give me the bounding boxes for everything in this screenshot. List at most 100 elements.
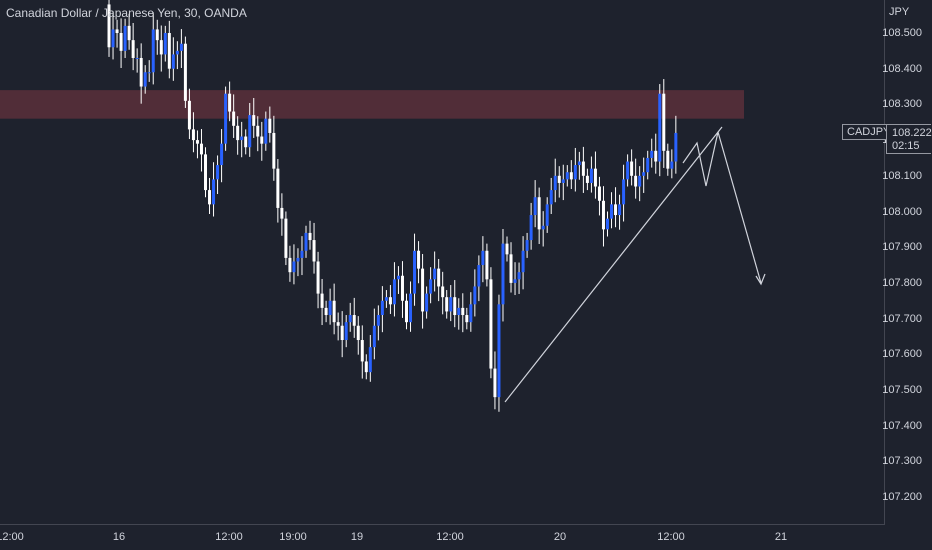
candle — [175, 41, 179, 70]
candle-body — [618, 204, 622, 216]
candle-body — [208, 190, 212, 205]
candle — [557, 166, 561, 198]
time-tick-label: 19 — [350, 531, 364, 543]
candle — [589, 156, 593, 193]
candle-body — [573, 165, 577, 180]
candle — [445, 290, 449, 319]
candle — [501, 228, 505, 322]
candle — [199, 129, 203, 172]
candle — [187, 88, 191, 140]
candle — [577, 151, 581, 180]
candle-body — [465, 315, 469, 323]
candle — [513, 262, 517, 296]
candle — [569, 160, 573, 190]
candle-body — [521, 250, 525, 273]
candle-body — [497, 304, 501, 398]
candle — [244, 129, 248, 155]
candle-body — [577, 161, 581, 166]
candle — [151, 12, 155, 85]
candle-body — [328, 300, 332, 316]
candle — [650, 138, 654, 168]
candle — [155, 19, 159, 55]
candle-body — [473, 286, 477, 305]
candle-body — [396, 275, 400, 280]
candle-body — [654, 150, 658, 162]
candle — [425, 286, 429, 319]
candle-body — [127, 25, 131, 41]
candle-body — [537, 197, 541, 230]
candle-body — [457, 307, 461, 316]
candle — [614, 187, 618, 228]
candle — [561, 164, 565, 201]
candle-body — [541, 225, 545, 230]
candle — [670, 149, 674, 179]
candle — [433, 251, 437, 292]
candle — [634, 158, 638, 199]
candle — [533, 180, 537, 228]
candle — [292, 244, 296, 285]
current-price: 108.222 — [892, 127, 932, 139]
candle-body — [445, 297, 449, 312]
price-tick-label: 107.500 — [882, 384, 922, 396]
candle — [541, 211, 545, 247]
candle-body — [597, 186, 601, 201]
projection-path[interactable] — [682, 131, 762, 284]
candle — [521, 236, 525, 290]
candle-body — [433, 268, 437, 280]
candle-body — [244, 136, 248, 148]
candle — [163, 25, 167, 62]
candle — [348, 302, 352, 332]
candle-body — [332, 300, 336, 323]
candle — [248, 102, 252, 157]
candle-body — [638, 175, 642, 187]
candle-body — [216, 165, 220, 180]
candle — [601, 186, 605, 247]
candle — [626, 154, 630, 187]
candle-body — [212, 179, 216, 205]
candle-body — [195, 140, 199, 144]
candle — [509, 242, 513, 293]
candle-body — [650, 150, 654, 158]
candle — [421, 253, 425, 329]
price-tick-label: 107.200 — [882, 491, 922, 504]
chart-title: Canadian Dollar / Japanese Yen, 30, OAND… — [6, 6, 247, 20]
candle — [372, 308, 376, 360]
candle — [481, 236, 485, 283]
candle — [545, 197, 549, 233]
candle-body — [288, 257, 292, 273]
candle — [179, 29, 183, 68]
trendline[interactable] — [504, 126, 723, 403]
candle-body — [666, 150, 670, 169]
candle — [284, 211, 288, 266]
candle-body — [405, 300, 408, 323]
price-tick-label: 108.400 — [882, 62, 922, 75]
candle-body — [264, 118, 268, 144]
candle — [417, 241, 421, 284]
candle — [147, 60, 151, 82]
candle-body — [292, 261, 296, 273]
candle — [368, 335, 372, 382]
candle-body — [252, 115, 256, 126]
time-tick-label: 16 — [112, 531, 126, 543]
candle-body — [228, 93, 232, 112]
candle — [167, 20, 171, 79]
candle-body — [481, 250, 485, 266]
candle — [332, 283, 336, 335]
candle — [396, 266, 400, 294]
candle-body — [513, 279, 517, 283]
candle-body — [525, 240, 529, 251]
candle — [610, 192, 614, 229]
candle-body — [224, 93, 228, 144]
candle-body — [115, 29, 119, 33]
candle — [183, 36, 187, 108]
candle-body — [662, 93, 666, 151]
candle-body — [119, 33, 123, 51]
candle — [465, 307, 469, 330]
candle — [107, 0, 111, 57]
candle-body — [658, 93, 662, 162]
candle — [642, 157, 646, 193]
price-tick-label: 107.400 — [882, 419, 922, 432]
candle — [268, 106, 272, 143]
candle-body — [204, 154, 207, 191]
